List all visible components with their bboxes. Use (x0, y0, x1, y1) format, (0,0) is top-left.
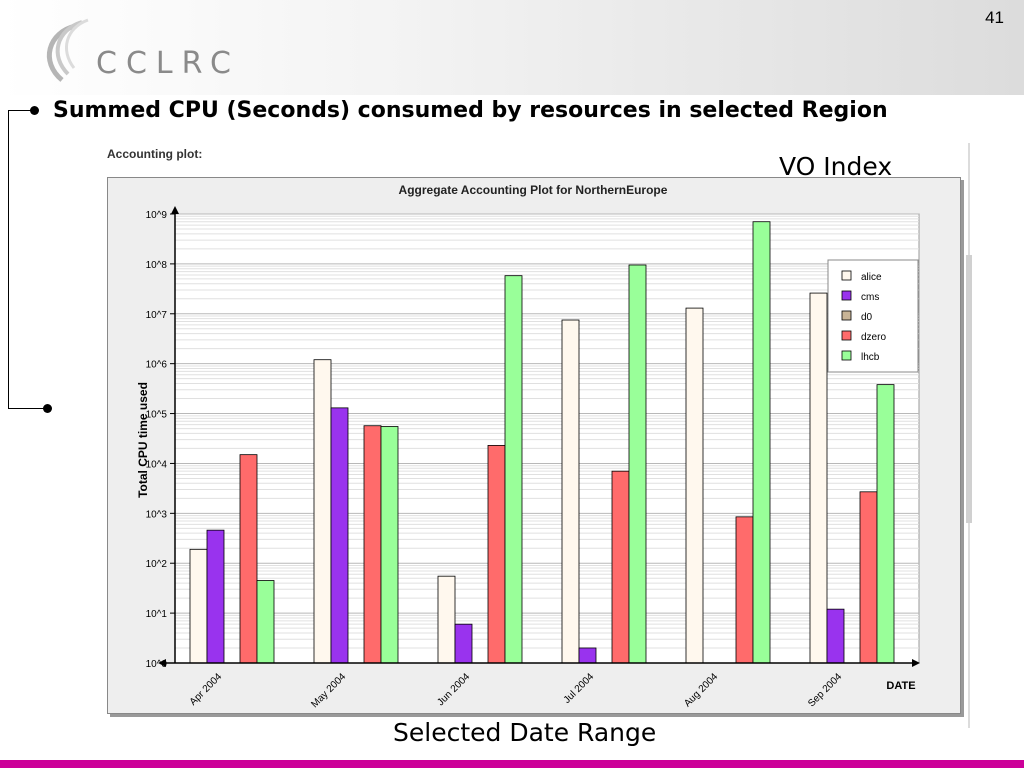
axes (158, 206, 920, 667)
bar-alice-2 (437, 575, 456, 664)
bar-lhcb-3 (628, 264, 647, 664)
cclrc-logo-icon (46, 18, 89, 82)
bar-cms-0 (206, 529, 225, 664)
x-tick-label: May 2004 (309, 671, 348, 710)
bar-lhcb-0 (256, 580, 275, 664)
date-range-annotation: Selected Date Range (393, 718, 657, 747)
bar-alice-3 (561, 319, 580, 664)
legend-label: d0 (861, 312, 873, 323)
bar-cms-1 (330, 407, 349, 664)
bullet-dot-bottom (43, 404, 52, 413)
bar-dzero-5 (859, 491, 878, 664)
bar-lhcb-1 (380, 426, 399, 664)
bar-lhcb-4 (752, 221, 771, 664)
x-tick-label: Aug 2004 (682, 671, 720, 709)
bracket-bottom (8, 408, 46, 409)
legend-label: cms (861, 292, 879, 303)
y-tick-label: 10^0 (146, 659, 168, 670)
plot-area (174, 213, 920, 664)
y-axis-label: Total CPU time used (136, 382, 150, 498)
bar-lhcb-2 (504, 275, 523, 664)
page-number: 41 (985, 8, 1004, 27)
bar-cms-5 (826, 608, 845, 664)
x-axis-label: DATE (886, 680, 915, 692)
accounting-chart: 10^0 10^1 10^2 10^3 10^4 10^5 10^6 10^7 10^8 10^9… (136, 183, 920, 710)
legend-swatch (841, 330, 852, 341)
bar-alice-1 (313, 359, 332, 664)
bar-alice-4 (685, 307, 704, 664)
y-tick-labels: 10^0 10^1 10^2 10^3 10^4 10^5 10^6 10^7 10^8 10^9 (146, 210, 175, 670)
x-tick-label: Sep 2004 (806, 671, 844, 709)
y-tick-label: 10^9 (146, 210, 168, 221)
legend-label: lhcb (861, 352, 880, 363)
slide-heading: Summed CPU (Seconds) consumed by resourc… (53, 98, 888, 123)
legend-swatch (841, 350, 852, 361)
x-tick-labels: Apr 2004 May 2004 Jun 2004 Jul 2004 Aug 2004… (188, 671, 845, 710)
bracket-top (8, 110, 32, 111)
bar-dzero-0 (239, 454, 258, 664)
y-tick-label: 10^1 (146, 609, 168, 620)
bar-dzero-1 (363, 425, 382, 664)
y-tick-label: 10^7 (146, 310, 168, 321)
bar-lhcb-5 (876, 384, 895, 664)
legend: alice cms d0 dzero lhcb (827, 259, 919, 373)
y-tick-label: 10^8 (146, 260, 168, 271)
legend-swatch (841, 270, 852, 281)
footer-bar (0, 760, 1024, 768)
frame-scrollbar (966, 255, 972, 523)
x-tick-label: Apr 2004 (188, 671, 225, 708)
chart-title: Aggregate Accounting Plot for NorthernEu… (399, 183, 668, 197)
legend-swatch (841, 290, 852, 301)
slide-header: CCLRC 41 (0, 0, 1024, 95)
y-tick-label: 10^6 (146, 360, 168, 371)
accounting-plot-label: Accounting plot: (107, 147, 203, 161)
bar-dzero-3 (611, 470, 630, 664)
legend-label: dzero (861, 332, 886, 343)
x-tick-label: Jun 2004 (435, 671, 472, 708)
vo-index-annotation: VO Index (779, 152, 893, 181)
y-tick-label: 10^5 (146, 410, 168, 421)
bar-cms-2 (454, 623, 473, 664)
x-axis-arrow-left-icon (158, 659, 166, 667)
gridlines (175, 213, 919, 649)
bar-dzero-4 (735, 516, 754, 664)
x-tick-label: Jul 2004 (562, 671, 597, 706)
chart-panel: 10^0 10^1 10^2 10^3 10^4 10^5 10^6 10^7 10^8 10^9… (107, 177, 961, 714)
y-axis-arrow-icon (171, 206, 179, 214)
y-tick-label: 10^3 (146, 509, 168, 520)
bar-alice-5 (809, 292, 828, 664)
bullet-dot-top (30, 106, 39, 115)
bar-cms-3 (578, 647, 597, 664)
logo-text: CCLRC (96, 46, 240, 81)
y-tick-label: 10^2 (146, 559, 168, 570)
bar-dzero-2 (487, 444, 506, 664)
y-tick-label: 10^4 (146, 459, 168, 470)
bar-alice-0 (189, 548, 208, 664)
x-axis-arrow-right-icon (912, 659, 920, 667)
legend-swatch (841, 310, 852, 321)
bracket-vertical (8, 110, 9, 409)
legend-label: alice (861, 272, 882, 283)
